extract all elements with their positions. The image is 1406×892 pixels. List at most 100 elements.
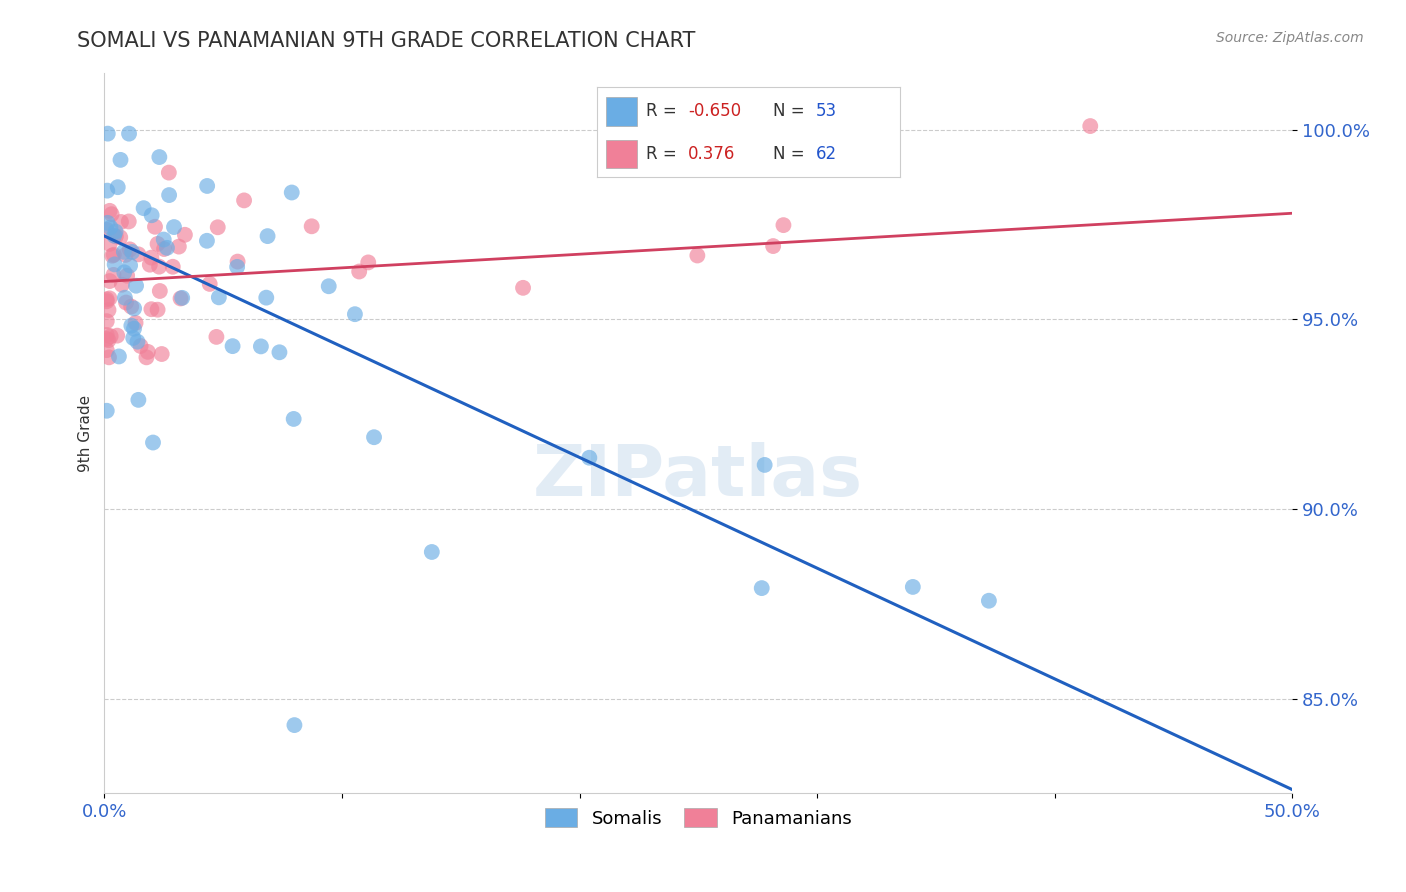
Panamanians: [233, 194, 256, 208]
Panamanians: [148, 260, 170, 274]
Panamanians: [96, 294, 118, 309]
Panamanians: [226, 254, 249, 268]
Panamanians: [141, 251, 163, 265]
Somalis: [318, 279, 340, 293]
Somalis: [121, 244, 143, 259]
Y-axis label: 9th Grade: 9th Grade: [79, 394, 93, 472]
Somalis: [156, 241, 179, 255]
Somalis: [250, 339, 273, 353]
Somalis: [254, 291, 277, 305]
Panamanians: [174, 227, 197, 242]
Panamanians: [96, 314, 118, 328]
Panamanians: [104, 229, 127, 244]
Panamanians: [198, 277, 221, 291]
Somalis: [97, 127, 120, 141]
Somalis: [104, 225, 127, 239]
Somalis: [754, 458, 776, 472]
Somalis: [977, 593, 1000, 607]
Legend: Somalis, Panamanians: Somalis, Panamanians: [537, 801, 859, 835]
Somalis: [120, 259, 142, 273]
Panamanians: [157, 166, 180, 180]
Panamanians: [169, 292, 191, 306]
Somalis: [420, 545, 443, 559]
Somalis: [114, 291, 136, 305]
Panamanians: [129, 339, 152, 353]
Somalis: [96, 184, 118, 198]
Panamanians: [118, 243, 141, 257]
Somalis: [195, 178, 218, 193]
Somalis: [142, 435, 165, 450]
Somalis: [110, 153, 132, 167]
Panamanians: [96, 223, 118, 237]
Somalis: [104, 257, 127, 271]
Panamanians: [97, 303, 120, 318]
Somalis: [163, 220, 186, 235]
Panamanians: [146, 302, 169, 317]
Panamanians: [301, 219, 323, 234]
Somalis: [148, 150, 170, 164]
Somalis: [97, 216, 120, 230]
Panamanians: [110, 215, 132, 229]
Somalis: [269, 345, 291, 359]
Somalis: [256, 229, 278, 244]
Somalis: [221, 339, 243, 353]
Somalis: [122, 331, 145, 345]
Somalis: [96, 403, 118, 417]
Somalis: [751, 581, 773, 595]
Somalis: [280, 186, 302, 200]
Panamanians: [100, 207, 122, 221]
Somalis: [122, 321, 145, 335]
Panamanians: [115, 295, 138, 310]
Somalis: [108, 350, 131, 364]
Panamanians: [512, 281, 534, 295]
Somalis: [112, 244, 135, 259]
Somalis: [127, 334, 149, 349]
Panamanians: [98, 203, 121, 218]
Panamanians: [98, 236, 121, 251]
Panamanians: [150, 347, 173, 361]
Panamanians: [357, 255, 380, 269]
Somalis: [118, 127, 141, 141]
Somalis: [100, 220, 122, 235]
Panamanians: [146, 236, 169, 251]
Somalis: [172, 291, 194, 305]
Panamanians: [772, 218, 794, 232]
Somalis: [127, 392, 149, 407]
Panamanians: [96, 328, 118, 343]
Panamanians: [167, 239, 190, 253]
Somalis: [112, 265, 135, 279]
Somalis: [226, 260, 249, 274]
Panamanians: [103, 248, 125, 262]
Panamanians: [120, 300, 142, 314]
Panamanians: [97, 333, 120, 347]
Panamanians: [205, 330, 228, 344]
Panamanians: [162, 260, 184, 274]
Panamanians: [105, 328, 128, 343]
Panamanians: [135, 351, 157, 365]
Somalis: [901, 580, 924, 594]
Somalis: [107, 180, 129, 194]
Panamanians: [207, 220, 229, 235]
Panamanians: [96, 343, 118, 358]
Text: SOMALI VS PANAMANIAN 9TH GRADE CORRELATION CHART: SOMALI VS PANAMANIAN 9TH GRADE CORRELATI…: [77, 31, 696, 51]
Panamanians: [101, 249, 124, 263]
Somalis: [157, 188, 180, 202]
Panamanians: [139, 258, 162, 272]
Panamanians: [347, 264, 370, 278]
Panamanians: [153, 242, 176, 256]
Panamanians: [136, 344, 159, 359]
Somalis: [132, 201, 155, 215]
Somalis: [195, 234, 218, 248]
Somalis: [578, 450, 600, 465]
Panamanians: [686, 248, 709, 262]
Somalis: [283, 412, 305, 426]
Somalis: [343, 307, 366, 321]
Panamanians: [114, 248, 136, 262]
Panamanians: [127, 247, 149, 261]
Text: ZIPatlas: ZIPatlas: [533, 442, 863, 511]
Panamanians: [124, 316, 146, 330]
Panamanians: [100, 329, 122, 343]
Panamanians: [762, 239, 785, 253]
Somalis: [363, 430, 385, 444]
Panamanians: [110, 230, 132, 244]
